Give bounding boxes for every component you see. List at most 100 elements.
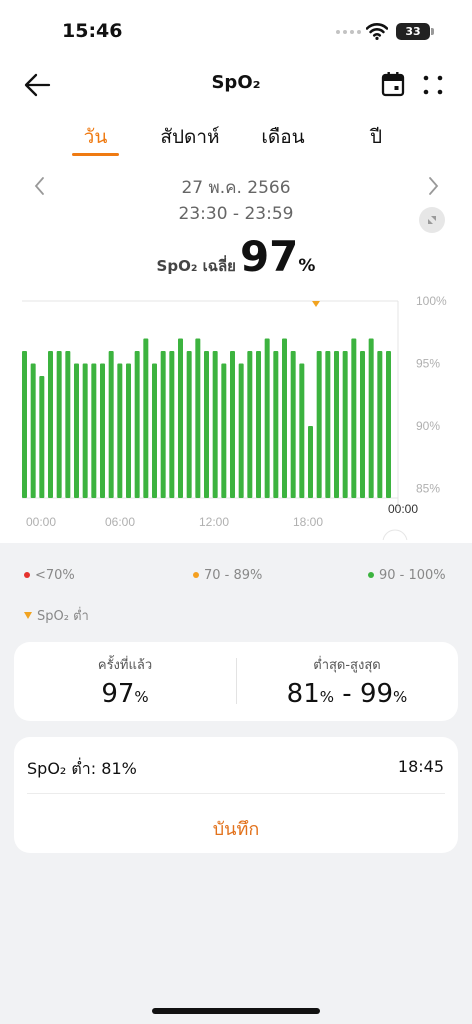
home-indicator[interactable] xyxy=(152,1008,320,1014)
chart-bar xyxy=(308,426,313,498)
summary-card: ครั้งที่แล้ว 97% ต่ำสุด-สูงสุด 81% - 99% xyxy=(14,642,458,721)
legend-low-label: SpO₂ ต่ำ xyxy=(37,609,89,624)
average-spo2: SpO₂ เฉลี่ย97% xyxy=(0,232,472,281)
low-marker-icon xyxy=(312,301,320,307)
more-dots-icon[interactable] xyxy=(420,72,446,98)
page-title: SpO₂ xyxy=(211,72,261,93)
chart-bar xyxy=(377,351,383,498)
chevron-left-icon[interactable] xyxy=(32,176,48,196)
y-tick-label: 100% xyxy=(416,294,447,308)
y-tick-label: 90% xyxy=(416,419,440,433)
legend-red-dot xyxy=(24,571,30,578)
signal-dots-icon xyxy=(336,30,361,34)
wifi-icon xyxy=(366,23,388,40)
legend-low: SpO₂ ต่ำ xyxy=(24,605,89,626)
minmax-dash: - xyxy=(334,679,360,709)
chart-bar xyxy=(204,351,209,498)
chart-bar xyxy=(230,351,235,498)
expand-button[interactable] xyxy=(419,207,445,233)
x-tick-label: 00:00 xyxy=(26,515,56,529)
low-triangle-icon xyxy=(24,612,32,619)
chart-bar xyxy=(290,351,296,498)
chart-bar xyxy=(160,351,166,498)
record-button[interactable]: บันทึก xyxy=(212,819,260,840)
chart-bar xyxy=(212,351,218,498)
calendar-icon[interactable] xyxy=(381,71,405,97)
chart-bar xyxy=(39,376,45,498)
average-unit: % xyxy=(298,256,316,276)
chart-bar xyxy=(152,363,157,498)
x-tick-label: 12:00 xyxy=(199,515,229,529)
tab-day[interactable]: วัน xyxy=(83,126,108,148)
chart-bar xyxy=(221,363,227,498)
chart-bar xyxy=(360,351,365,498)
chart-bar xyxy=(368,338,374,498)
average-value: 97 xyxy=(239,232,299,281)
chart-bar xyxy=(256,351,261,498)
chart-bar xyxy=(91,363,97,498)
tab-month[interactable]: เดือน xyxy=(261,126,305,148)
legend-orange: 70 - 89% xyxy=(193,568,262,583)
latest-unit: % xyxy=(134,688,149,706)
status-time: 15:46 xyxy=(62,20,123,42)
tab-week[interactable]: สัปดาห์ xyxy=(160,126,220,148)
legend-orange-label: 70 - 89% xyxy=(204,568,263,583)
period-tabs: วัน สัปดาห์ เดือน ปี xyxy=(0,122,472,162)
min-max-reading: ต่ำสุด-สูงสุด 81% - 99% xyxy=(236,642,458,709)
time-range: 23:30 - 23:59 xyxy=(178,204,294,224)
legend-green: 90 - 100% xyxy=(368,568,446,583)
low-event-time: 18:45 xyxy=(397,757,444,776)
tab-active-underline xyxy=(72,153,119,156)
x-tick-label: 18:00 xyxy=(293,515,323,529)
chart-bar xyxy=(316,351,322,498)
y-tick-label: 85% xyxy=(416,482,440,496)
chart-bar xyxy=(100,363,105,498)
battery-icon: 33 xyxy=(396,23,430,40)
battery-cap xyxy=(431,28,434,35)
chart-bar xyxy=(82,363,88,498)
chart-bar xyxy=(325,351,331,498)
chart-bar xyxy=(282,338,287,498)
chart-bar xyxy=(30,363,36,498)
legend-red-label: <70% xyxy=(35,568,75,583)
chart-bar xyxy=(56,351,62,498)
min-number: 81 xyxy=(286,679,320,709)
chart-bar xyxy=(264,338,270,498)
tab-year[interactable]: ปี xyxy=(369,126,383,148)
minmax-label: ต่ำสุด-สูงสุด xyxy=(313,658,381,673)
min-unit: % xyxy=(319,688,335,706)
max-unit: % xyxy=(393,688,408,706)
latest-number: 97 xyxy=(101,679,135,709)
x-tick-label-current: 00:00 xyxy=(388,502,418,516)
chart-bar xyxy=(299,363,305,498)
max-number: 99 xyxy=(359,679,394,709)
expand-icon xyxy=(428,216,436,224)
legend-green-dot xyxy=(368,571,374,578)
legend-red: <70% xyxy=(24,568,75,583)
chart-bar xyxy=(334,351,339,498)
low-event-card: SpO₂ ต่ำ: 81% 18:45 บันทึก xyxy=(14,737,458,853)
y-tick-label: 95% xyxy=(416,357,440,371)
chart-bar xyxy=(126,363,131,498)
chart-bar xyxy=(108,351,114,498)
selected-date: 27 พ.ค. 2566 xyxy=(181,178,291,198)
chart-bar xyxy=(186,351,192,498)
chart-bar xyxy=(143,338,149,498)
chart-bar xyxy=(117,363,123,498)
low-event-label: SpO₂ ต่ำ: 81% xyxy=(27,759,137,778)
x-tick-label: 06:00 xyxy=(105,515,135,529)
chart-bar xyxy=(247,351,253,498)
chart-bar xyxy=(351,338,357,498)
chart-bar xyxy=(65,351,71,498)
back-arrow-icon[interactable] xyxy=(22,70,52,100)
latest-reading: ครั้งที่แล้ว 97% xyxy=(14,642,236,709)
latest-label: ครั้งที่แล้ว xyxy=(97,658,153,673)
chart-bar xyxy=(195,338,201,498)
spo2-chart[interactable]: 100% 95% 90% 85% 00:00 06:00 12:00 18:00 00:00 xyxy=(0,290,472,540)
card-divider xyxy=(27,793,445,794)
legend-green-label: 90 - 100% xyxy=(379,568,446,583)
chevron-right-icon[interactable] xyxy=(425,176,441,196)
chart-bar xyxy=(134,351,140,498)
legend-orange-dot xyxy=(193,571,199,578)
chart-bar xyxy=(178,338,183,498)
